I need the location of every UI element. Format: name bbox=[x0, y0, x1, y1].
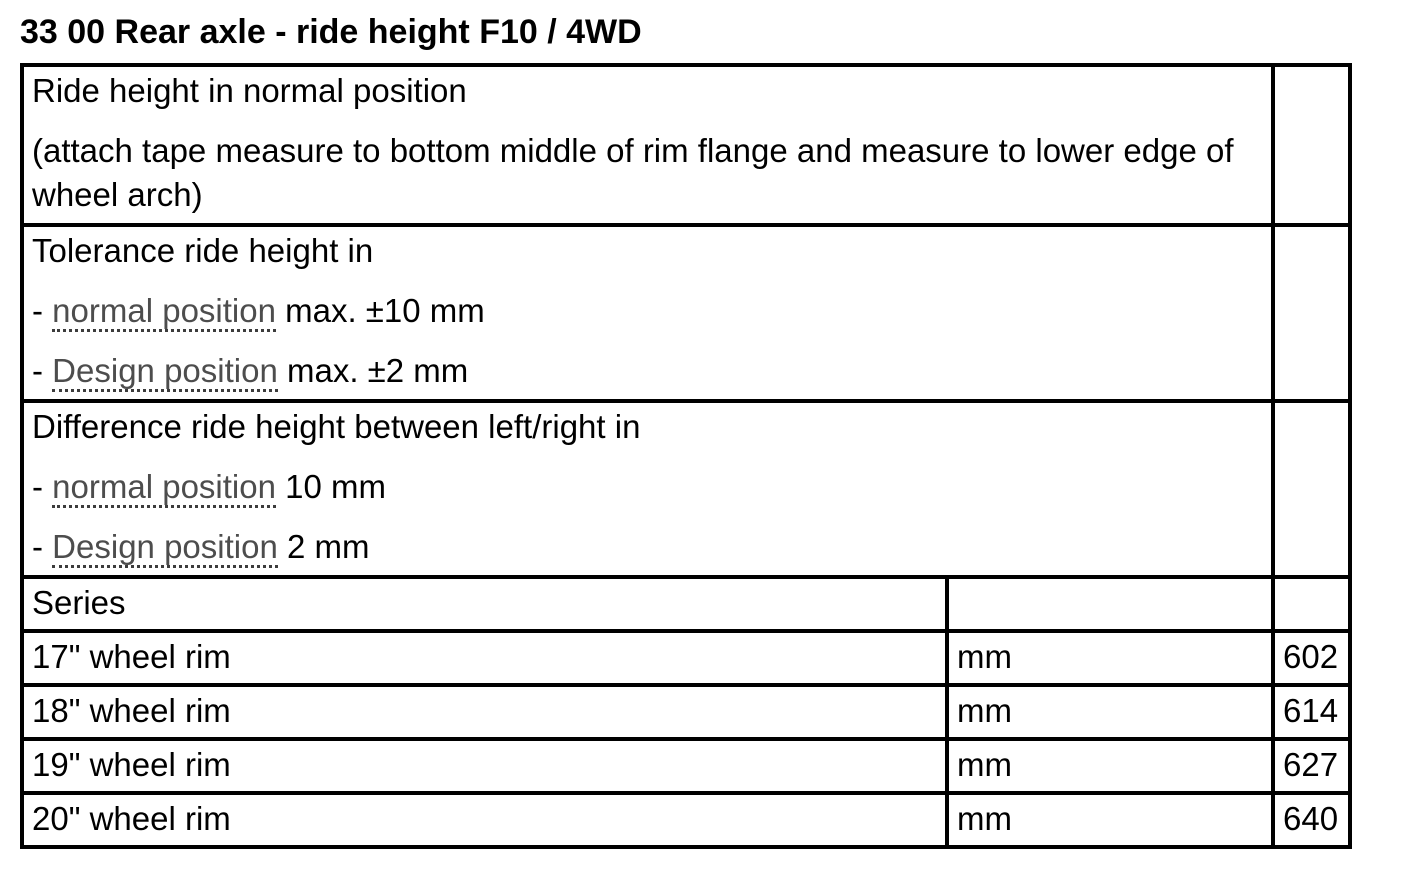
unit-label: mm bbox=[957, 638, 1012, 675]
rim-value-cell: 614 bbox=[1271, 683, 1353, 741]
tolerance-normal-position-link[interactable]: normal position bbox=[52, 292, 276, 332]
rim-value: 627 bbox=[1283, 746, 1339, 783]
empty-note-cell bbox=[1271, 399, 1353, 579]
rim-value: 614 bbox=[1283, 692, 1339, 729]
rim-label-cell: 19" wheel rim bbox=[20, 737, 949, 795]
rim-label: 18" wheel rim bbox=[32, 692, 231, 729]
ride-height-row: Ride height in normal position (attach t… bbox=[19, 63, 1353, 227]
unit-label: mm bbox=[957, 692, 1012, 729]
dash-prefix: - bbox=[32, 468, 43, 505]
ride-height-text: Ride height in normal position bbox=[32, 72, 467, 109]
series-row: Series bbox=[20, 575, 1353, 633]
rim-unit-cell: mm bbox=[944, 791, 1276, 849]
rim-value-cell: 602 bbox=[1271, 629, 1353, 687]
ride-height-cell: Ride height in normal position (attach t… bbox=[19, 63, 1276, 227]
rim-label-cell: 20" wheel rim bbox=[20, 791, 949, 849]
difference-item-normal: - normal position 10 mm bbox=[32, 465, 1263, 509]
difference-row: Difference ride height between left/righ… bbox=[19, 399, 1353, 579]
rim-row-18: 18" wheel rim mm 614 bbox=[20, 683, 1353, 741]
tolerance-design-position-link[interactable]: Design position bbox=[52, 352, 278, 392]
tolerance-normal-value: max. ±10 mm bbox=[285, 292, 485, 329]
rim-unit-cell: mm bbox=[944, 683, 1276, 741]
rim-row-20: 20" wheel rim mm 640 bbox=[20, 791, 1353, 849]
rim-row-17: 17" wheel rim mm 602 bbox=[20, 629, 1353, 687]
document-page: 33 00 Rear axle - ride height F10 / 4WD … bbox=[19, 13, 1353, 849]
rim-value-cell: 640 bbox=[1271, 791, 1353, 849]
tolerance-design-value: max. ±2 mm bbox=[286, 352, 469, 389]
tolerance-heading: Tolerance ride height in bbox=[32, 232, 374, 269]
empty-note-cell bbox=[1271, 223, 1353, 403]
unit-label: mm bbox=[957, 800, 1012, 837]
difference-cell: Difference ride height between left/righ… bbox=[19, 399, 1276, 579]
dash-prefix: - bbox=[32, 528, 43, 565]
rim-value: 602 bbox=[1283, 638, 1339, 675]
rim-unit-cell: mm bbox=[944, 629, 1276, 687]
difference-normal-value: 10 mm bbox=[285, 468, 386, 505]
tolerance-row: Tolerance ride height in - normal positi… bbox=[19, 223, 1353, 403]
empty-unit-cell bbox=[944, 575, 1276, 633]
rim-unit-cell: mm bbox=[944, 737, 1276, 795]
rim-label: 20" wheel rim bbox=[32, 800, 231, 837]
tolerance-item-design: - Design position max. ±2 mm bbox=[32, 349, 1263, 393]
unit-label: mm bbox=[957, 746, 1012, 783]
series-label: Series bbox=[32, 584, 126, 621]
rim-label: 17" wheel rim bbox=[32, 638, 231, 675]
difference-item-design: - Design position 2 mm bbox=[32, 525, 1263, 569]
rim-label: 19" wheel rim bbox=[32, 746, 231, 783]
dash-prefix: - bbox=[32, 352, 43, 389]
page-title: 33 00 Rear axle - ride height F10 / 4WD bbox=[20, 13, 642, 51]
tolerance-cell: Tolerance ride height in - normal positi… bbox=[19, 223, 1276, 403]
rim-value-cell: 627 bbox=[1271, 737, 1353, 795]
difference-design-position-link[interactable]: Design position bbox=[52, 528, 278, 568]
difference-normal-position-link[interactable]: normal position bbox=[52, 468, 276, 508]
difference-design-value: 2 mm bbox=[286, 528, 370, 565]
rim-label-cell: 17" wheel rim bbox=[20, 629, 949, 687]
series-label-cell: Series bbox=[20, 575, 949, 633]
dash-prefix: - bbox=[32, 292, 43, 329]
tolerance-item-normal: - normal position max. ±10 mm bbox=[32, 289, 1263, 333]
empty-note-cell bbox=[1271, 63, 1353, 227]
difference-heading: Difference ride height between left/righ… bbox=[32, 408, 641, 445]
ride-height-note: (attach tape measure to bottom middle of… bbox=[32, 132, 1234, 213]
empty-value-cell bbox=[1271, 575, 1353, 633]
rim-label-cell: 18" wheel rim bbox=[20, 683, 949, 741]
spec-table: Ride height in normal position (attach t… bbox=[19, 63, 1353, 849]
rim-value: 640 bbox=[1283, 800, 1339, 837]
rim-row-19: 19" wheel rim mm 627 bbox=[20, 737, 1353, 795]
